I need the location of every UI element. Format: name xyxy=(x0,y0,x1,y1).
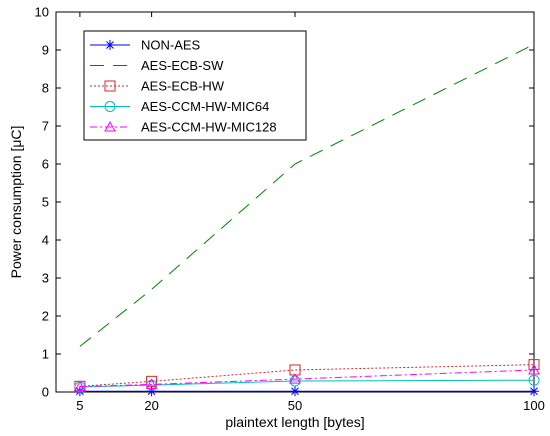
series-line xyxy=(79,43,535,347)
y-tick-label: 7 xyxy=(42,119,49,134)
x-tick-label: 100 xyxy=(523,398,545,413)
legend-marker xyxy=(104,101,116,112)
legend-label: AES-CCM-HW-MIC128 xyxy=(141,120,277,135)
y-axis-label: Power consumption [μC] xyxy=(8,126,24,279)
series-line xyxy=(79,379,535,388)
y-tick-label: 5 xyxy=(42,195,49,210)
legend-entry: AES-CCM-HW-MIC128 xyxy=(90,120,277,135)
legend-entry: AES-CCM-HW-MIC64 xyxy=(90,99,269,114)
series-1 xyxy=(79,43,535,347)
data-point xyxy=(74,380,86,392)
x-tick-label: 50 xyxy=(288,398,302,413)
legend-entry: NON-AES xyxy=(90,38,201,53)
data-point xyxy=(528,374,540,386)
legend: NON-AES AES-ECB-SW AES-ECB-HW AES-CCM-HW-MI… xyxy=(83,30,307,141)
legend-marker xyxy=(104,120,116,132)
data-point xyxy=(146,375,158,387)
y-tick-label: 9 xyxy=(42,43,49,58)
y-tick-label: 6 xyxy=(42,157,49,172)
legend-label: NON-AES xyxy=(141,38,201,53)
y-axis: 0 1 2 3 4 5 6 7 8 9 10 xyxy=(35,5,534,400)
series-4 xyxy=(74,363,540,392)
legend-entry: AES-ECB-HW xyxy=(90,79,225,94)
x-tick-label: 20 xyxy=(144,398,158,413)
y-tick-label: 8 xyxy=(42,81,49,96)
legend-marker xyxy=(104,80,116,92)
legend-entry: AES-ECB-SW xyxy=(90,58,224,73)
data-point xyxy=(289,373,301,384)
legend-box xyxy=(83,30,307,141)
data-point xyxy=(528,363,540,375)
series-line xyxy=(79,369,535,388)
legend-label: AES-CCM-HW-MIC64 xyxy=(141,99,269,114)
series-layer xyxy=(74,43,540,397)
y-tick-label: 3 xyxy=(42,271,49,286)
legend-items: NON-AES AES-ECB-SW AES-ECB-HW AES-CCM-HW-MI… xyxy=(90,38,277,135)
y-tick-label: 4 xyxy=(42,233,49,248)
x-tick-label: 5 xyxy=(76,398,83,413)
legend-label: AES-ECB-SW xyxy=(141,58,224,73)
y-tick-label: 2 xyxy=(42,309,49,324)
data-point xyxy=(529,386,539,397)
x-axis-label: plaintext length [bytes] xyxy=(225,414,364,430)
legend-marker xyxy=(105,40,115,50)
data-point xyxy=(528,359,540,371)
y-tick-label: 10 xyxy=(35,5,49,20)
data-point xyxy=(290,386,300,397)
y-tick-label: 1 xyxy=(42,347,49,362)
data-point xyxy=(145,378,158,389)
data-point xyxy=(146,386,157,397)
legend-label: AES-ECB-HW xyxy=(141,79,225,94)
data-point xyxy=(289,375,301,387)
y-tick-label: 0 xyxy=(42,385,49,400)
